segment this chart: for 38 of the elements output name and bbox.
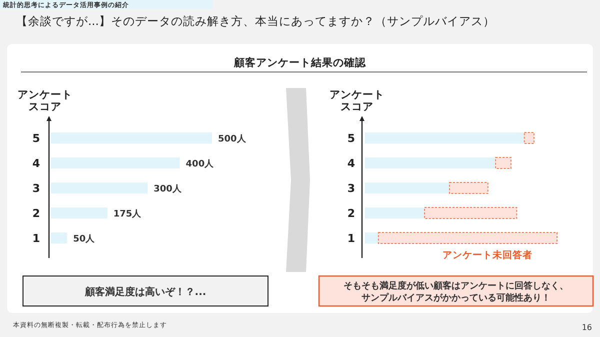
y-tick-label: 1 [347, 232, 355, 245]
data-label: 500人 [218, 134, 247, 144]
y-tick-label: 2 [347, 207, 355, 220]
bar [365, 232, 378, 244]
text: そもそも満足度が低い顧客はアンケートに回答しなく、サンプルバイアスがかかっている可能性あり！ [344, 280, 568, 304]
y-tick-label: 5 [32, 132, 40, 145]
bar [378, 232, 558, 244]
y-tick-label: 3 [32, 182, 40, 195]
data-label: 175人 [113, 208, 142, 220]
text: 顧客アンケート結果の確認 [233, 56, 367, 69]
y-tick-label: 4 [347, 157, 356, 170]
series-label: アンケート未回答者 [442, 249, 533, 261]
text: 16 [582, 323, 592, 332]
data-label: 400人 [186, 158, 215, 170]
bar [524, 132, 534, 144]
text: 顧客満足度は高いぞ！？... [84, 286, 206, 298]
bar [365, 182, 450, 194]
y-tick-label: 2 [32, 207, 40, 220]
bar [51, 232, 68, 244]
bar [495, 157, 512, 169]
bar [424, 207, 518, 219]
bar [51, 182, 148, 194]
y-tick-label: 5 [347, 132, 355, 145]
bar [51, 158, 180, 168]
bar [365, 132, 524, 144]
y-tick-label: 1 [32, 232, 40, 245]
y-axis-title: アンケートスコア [330, 89, 384, 113]
y-tick-label: 4 [32, 157, 40, 170]
data-label: 300人 [154, 184, 182, 194]
y-tick-label: 3 [347, 182, 355, 195]
bar [51, 132, 212, 144]
bar [365, 208, 425, 218]
data-label: 50人 [73, 234, 96, 244]
y-axis-title: アンケートスコア [18, 89, 72, 113]
text: 【余談ですが...】そのデータの読み解き方、本当にあってますか？（サンプルバイアス） [16, 14, 495, 28]
bar [448, 182, 488, 194]
bar [365, 158, 496, 168]
bar [51, 208, 108, 218]
